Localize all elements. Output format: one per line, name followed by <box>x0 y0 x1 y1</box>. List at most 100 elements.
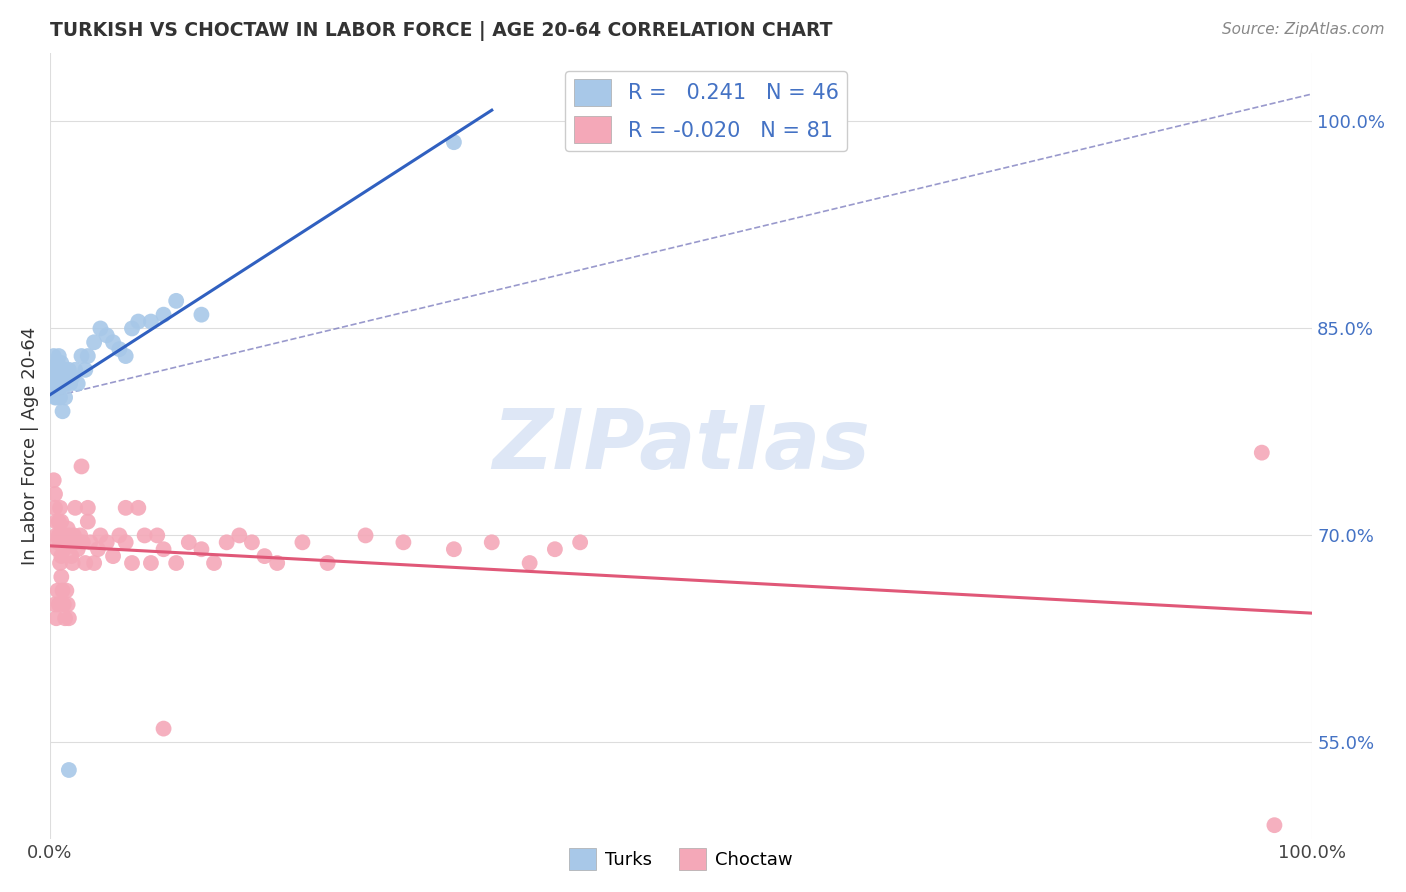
Y-axis label: In Labor Force | Age 20-64: In Labor Force | Age 20-64 <box>21 326 39 565</box>
Point <box>46 535 69 549</box>
Point <box>392 535 415 549</box>
Point <box>127 500 149 515</box>
Point <box>165 556 187 570</box>
Point <box>96 535 118 549</box>
Point <box>63 363 86 377</box>
Point <box>48 384 70 398</box>
Point <box>41 363 63 377</box>
Point <box>55 583 77 598</box>
Point <box>48 598 70 612</box>
Point <box>49 391 72 405</box>
Point <box>45 376 67 391</box>
Point <box>481 535 503 549</box>
Point <box>519 556 541 570</box>
Point <box>44 487 66 501</box>
Point <box>52 369 75 384</box>
Point <box>108 342 131 356</box>
Point <box>55 535 77 549</box>
Point <box>44 363 66 377</box>
Point <box>51 549 73 563</box>
Point <box>75 363 97 377</box>
Point <box>96 328 118 343</box>
Point <box>443 542 465 557</box>
Point <box>53 528 76 542</box>
Point <box>45 611 67 625</box>
Point <box>46 356 69 370</box>
Point <box>62 369 84 384</box>
Point <box>46 542 69 557</box>
Point <box>45 528 67 542</box>
Point <box>253 549 276 563</box>
Point <box>544 542 567 557</box>
Point <box>63 500 86 515</box>
Point <box>1263 818 1285 832</box>
Point <box>79 535 101 549</box>
Point <box>70 349 93 363</box>
Point <box>58 763 80 777</box>
Point <box>53 391 76 405</box>
Point <box>42 349 65 363</box>
Point <box>52 535 75 549</box>
Point <box>56 369 79 384</box>
Point <box>190 308 212 322</box>
Point <box>215 535 238 549</box>
Point <box>60 549 83 563</box>
Point <box>127 314 149 328</box>
Point <box>53 363 76 377</box>
Point <box>62 556 84 570</box>
Point <box>51 570 73 584</box>
Point <box>45 515 67 529</box>
Point <box>101 549 124 563</box>
Point <box>228 528 250 542</box>
Point <box>63 535 86 549</box>
Point <box>316 556 339 570</box>
Point <box>354 528 377 542</box>
Point <box>114 500 136 515</box>
Point <box>49 369 72 384</box>
Point <box>89 528 111 542</box>
Point <box>59 535 82 549</box>
Text: ZIPatlas: ZIPatlas <box>492 405 870 486</box>
Point <box>1250 445 1272 459</box>
Point <box>89 321 111 335</box>
Point <box>108 528 131 542</box>
Point <box>83 556 105 570</box>
Point <box>46 369 69 384</box>
Point <box>42 473 65 487</box>
Text: TURKISH VS CHOCTAW IN LABOR FORCE | AGE 20-64 CORRELATION CHART: TURKISH VS CHOCTAW IN LABOR FORCE | AGE … <box>51 21 832 41</box>
Point <box>443 135 465 149</box>
Point <box>49 500 72 515</box>
Point <box>63 528 86 542</box>
Point <box>152 542 174 557</box>
Point <box>83 335 105 350</box>
Point <box>66 376 89 391</box>
Point <box>87 542 110 557</box>
Point <box>56 598 79 612</box>
Point <box>266 556 288 570</box>
Point <box>51 376 73 391</box>
Point <box>76 349 98 363</box>
Point <box>190 542 212 557</box>
Point <box>44 598 66 612</box>
Point <box>76 500 98 515</box>
Point <box>48 528 70 542</box>
Point <box>177 535 200 549</box>
Point <box>48 349 70 363</box>
Point <box>240 535 263 549</box>
Point <box>101 335 124 350</box>
Point <box>48 515 70 529</box>
Point <box>52 528 75 542</box>
Text: Source: ZipAtlas.com: Source: ZipAtlas.com <box>1222 22 1385 37</box>
Point <box>44 500 66 515</box>
Point <box>139 314 162 328</box>
Point <box>121 556 143 570</box>
Point <box>55 376 77 391</box>
Point <box>58 611 80 625</box>
Point <box>51 515 73 529</box>
Point <box>52 583 75 598</box>
Point <box>53 611 76 625</box>
Point <box>51 356 73 370</box>
Point <box>114 349 136 363</box>
Point <box>45 391 67 405</box>
Point <box>76 515 98 529</box>
